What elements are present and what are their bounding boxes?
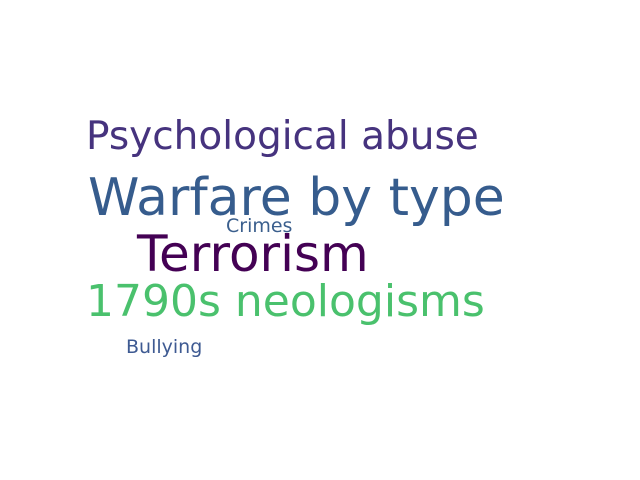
word-terrorism: Terrorism xyxy=(137,225,369,283)
word-1790s-neologisms: 1790s neologisms xyxy=(86,276,485,327)
word-warfare-by-type: Warfare by type xyxy=(88,168,505,228)
word-psychological-abuse: Psychological abuse xyxy=(86,114,479,159)
word-bullying: Bullying xyxy=(126,336,203,358)
word-crimes: Crimes xyxy=(226,215,293,237)
